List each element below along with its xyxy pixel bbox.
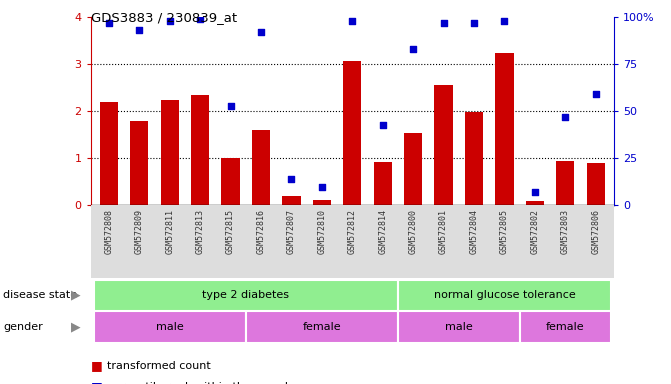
Text: GSM572809: GSM572809 [135, 209, 144, 254]
Text: GSM572815: GSM572815 [226, 209, 235, 254]
Text: ■: ■ [91, 380, 103, 384]
Point [164, 18, 175, 24]
Point [195, 16, 205, 22]
Text: GSM572814: GSM572814 [378, 209, 387, 254]
Bar [160, 99, 179, 205]
Bar [191, 95, 209, 205]
Point [347, 18, 358, 24]
Text: GSM572808: GSM572808 [105, 209, 113, 254]
Text: type 2 diabetes: type 2 diabetes [202, 290, 289, 300]
Point [103, 20, 114, 26]
Text: male: male [445, 322, 472, 332]
Bar [434, 84, 453, 205]
Bar [343, 61, 362, 205]
Text: gender: gender [3, 322, 43, 332]
Bar [404, 132, 422, 205]
Bar [94, 280, 398, 311]
Bar [374, 162, 392, 205]
Bar [519, 311, 611, 343]
Point [134, 27, 145, 33]
Point [590, 91, 601, 98]
Text: ▶: ▶ [71, 320, 81, 333]
Text: GSM572816: GSM572816 [256, 209, 266, 254]
Bar [282, 196, 301, 205]
Bar [221, 159, 240, 205]
Text: male: male [156, 322, 184, 332]
Text: GSM572804: GSM572804 [470, 209, 478, 254]
Bar [130, 121, 148, 205]
Point [286, 176, 297, 182]
Bar [398, 280, 611, 311]
Text: GSM572807: GSM572807 [287, 209, 296, 254]
Bar [252, 130, 270, 205]
Text: disease state: disease state [3, 290, 77, 300]
Text: GSM572802: GSM572802 [530, 209, 539, 254]
Bar [94, 311, 246, 343]
Text: GSM572811: GSM572811 [165, 209, 174, 254]
Bar [100, 102, 118, 205]
Point [438, 20, 449, 26]
Text: GSM572812: GSM572812 [348, 209, 357, 254]
Point [468, 20, 479, 26]
Text: GSM572813: GSM572813 [196, 209, 205, 254]
Bar [495, 53, 513, 205]
Bar [246, 311, 398, 343]
Text: ▶: ▶ [71, 289, 81, 302]
Text: GSM572806: GSM572806 [591, 209, 600, 254]
Text: transformed count: transformed count [107, 361, 211, 371]
Bar [525, 201, 544, 205]
Text: ■: ■ [91, 359, 103, 372]
Point [225, 103, 236, 109]
Text: GSM572800: GSM572800 [409, 209, 417, 254]
Point [499, 18, 510, 24]
Bar [91, 205, 614, 278]
Point [560, 114, 570, 120]
Point [377, 121, 388, 127]
Bar [465, 112, 483, 205]
Text: GSM572801: GSM572801 [439, 209, 448, 254]
Point [529, 189, 540, 195]
Text: normal glucose tolerance: normal glucose tolerance [433, 290, 575, 300]
Bar [586, 163, 605, 205]
Point [317, 184, 327, 190]
Text: GSM572803: GSM572803 [561, 209, 570, 254]
Text: GDS3883 / 230839_at: GDS3883 / 230839_at [91, 12, 237, 25]
Point [408, 46, 419, 52]
Bar [398, 311, 519, 343]
Text: female: female [303, 322, 341, 332]
Point [256, 29, 266, 35]
Bar [313, 200, 331, 205]
Text: percentile rank within the sample: percentile rank within the sample [107, 382, 295, 384]
Text: GSM572805: GSM572805 [500, 209, 509, 254]
Bar [556, 161, 574, 205]
Text: GSM572810: GSM572810 [317, 209, 326, 254]
Text: female: female [546, 322, 584, 332]
